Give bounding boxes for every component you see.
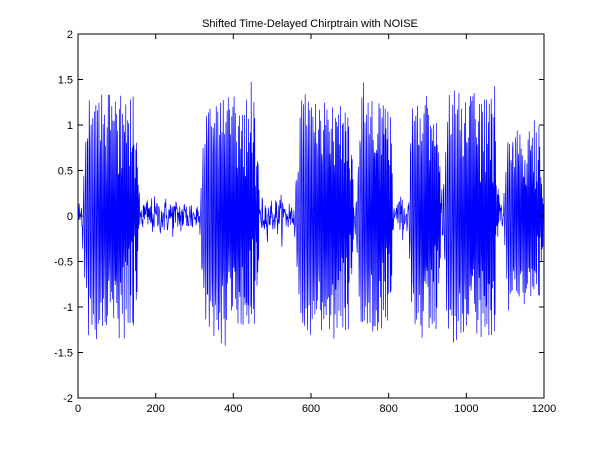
x-tick-label: 200	[146, 403, 164, 415]
y-tick-label: -1.5	[54, 348, 73, 360]
y-tick-label: 0	[67, 211, 73, 223]
y-tick-label: -1	[63, 302, 73, 314]
signal-layer	[77, 81, 544, 346]
x-tick-label: 1200	[532, 403, 556, 415]
signal-line	[77, 81, 544, 346]
x-axis-ticks: 0 200 400 600 800 1000 1200	[75, 34, 556, 415]
y-tick-label: -0.5	[54, 257, 73, 269]
x-tick-label: 600	[302, 403, 320, 415]
x-tick-label: 1000	[454, 403, 478, 415]
y-axis-ticks: -2 -1.5 -1 -0.5 0 0.5 1 1.5 2	[54, 29, 544, 405]
x-tick-label: 800	[379, 403, 397, 415]
x-tick-label: 400	[224, 403, 242, 415]
x-tick-label: 0	[75, 403, 81, 415]
chart-title: Shifted Time-Delayed Chirptrain with NOI…	[202, 18, 418, 30]
y-tick-label: 0.5	[58, 166, 73, 178]
y-tick-label: 1	[67, 120, 73, 132]
y-tick-label: 1.5	[58, 75, 73, 87]
y-tick-label: -2	[63, 393, 73, 405]
y-tick-label: 2	[67, 29, 73, 41]
